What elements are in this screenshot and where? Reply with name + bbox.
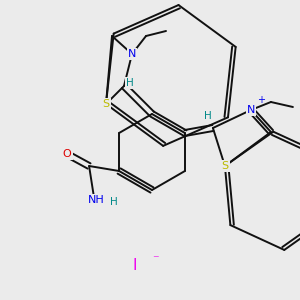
Text: S: S — [221, 161, 229, 171]
Text: H: H — [126, 78, 134, 88]
Text: O: O — [63, 149, 71, 159]
Text: S: S — [102, 99, 110, 109]
Text: N: N — [128, 49, 136, 59]
Text: N: N — [247, 105, 255, 115]
Text: ⁻: ⁻ — [152, 254, 158, 266]
Text: H: H — [204, 111, 212, 121]
Text: I: I — [133, 257, 137, 272]
Text: +: + — [257, 95, 265, 105]
Text: H: H — [110, 197, 118, 207]
Text: NH: NH — [88, 195, 104, 205]
